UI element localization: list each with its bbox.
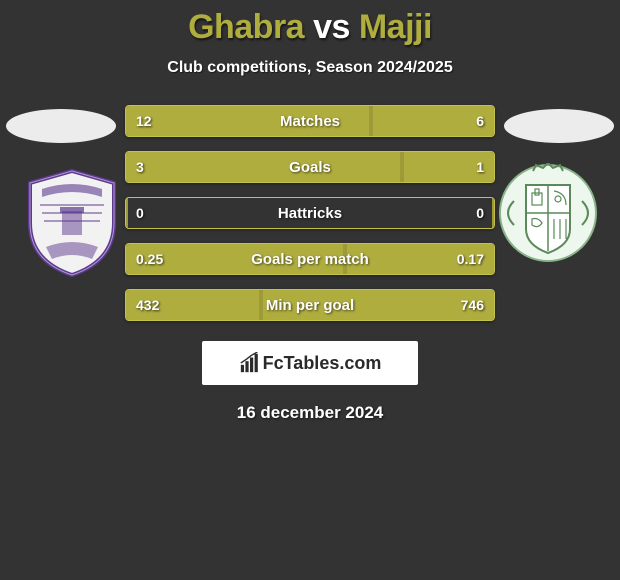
subtitle: Club competitions, Season 2024/2025: [0, 59, 620, 77]
stat-bar: 31Goals: [125, 151, 495, 183]
bar-fill-right: [402, 152, 494, 182]
bar-fill-left: [126, 198, 128, 228]
left-ellipse: [6, 109, 116, 143]
date-text: 16 december 2024: [0, 403, 620, 423]
shield-icon: [22, 167, 122, 279]
bar-value-right: 0: [466, 198, 494, 228]
bar-fill-left: [126, 152, 402, 182]
left-crest: [22, 167, 122, 279]
stat-bar: 0.250.17Goals per match: [125, 243, 495, 275]
right-crest: [498, 163, 598, 263]
content-area: 126Matches 31Goals 0 0Hattricks 0.250.17Goal…: [0, 105, 620, 423]
bar-fill-right: [371, 106, 494, 136]
bar-fill-right: [261, 290, 494, 320]
chart-icon: [239, 352, 261, 374]
stat-bar: 126Matches: [125, 105, 495, 137]
page-title: Ghabra vs Majji: [0, 0, 620, 47]
stat-bars: 126Matches 31Goals 0 0Hattricks 0.250.17Goal…: [125, 105, 495, 321]
bar-fill-left: [126, 290, 261, 320]
bar-label: Hattricks: [126, 198, 494, 228]
player1-name: Ghabra: [188, 8, 304, 46]
stat-bar: 0 0Hattricks: [125, 197, 495, 229]
bar-fill-left: [126, 244, 345, 274]
logo-box: FcTables.com: [202, 341, 418, 385]
shield-icon: [498, 163, 598, 263]
stat-bar: 432746Min per goal: [125, 289, 495, 321]
bar-fill-right: [345, 244, 494, 274]
bar-fill-left: [126, 106, 371, 136]
vs-text: vs: [313, 8, 350, 46]
right-ellipse: [504, 109, 614, 143]
logo-text: FcTables.com: [263, 353, 382, 374]
bar-fill-right: [492, 198, 494, 228]
bar-value-left: 0: [126, 198, 154, 228]
player2-name: Majji: [359, 8, 432, 46]
